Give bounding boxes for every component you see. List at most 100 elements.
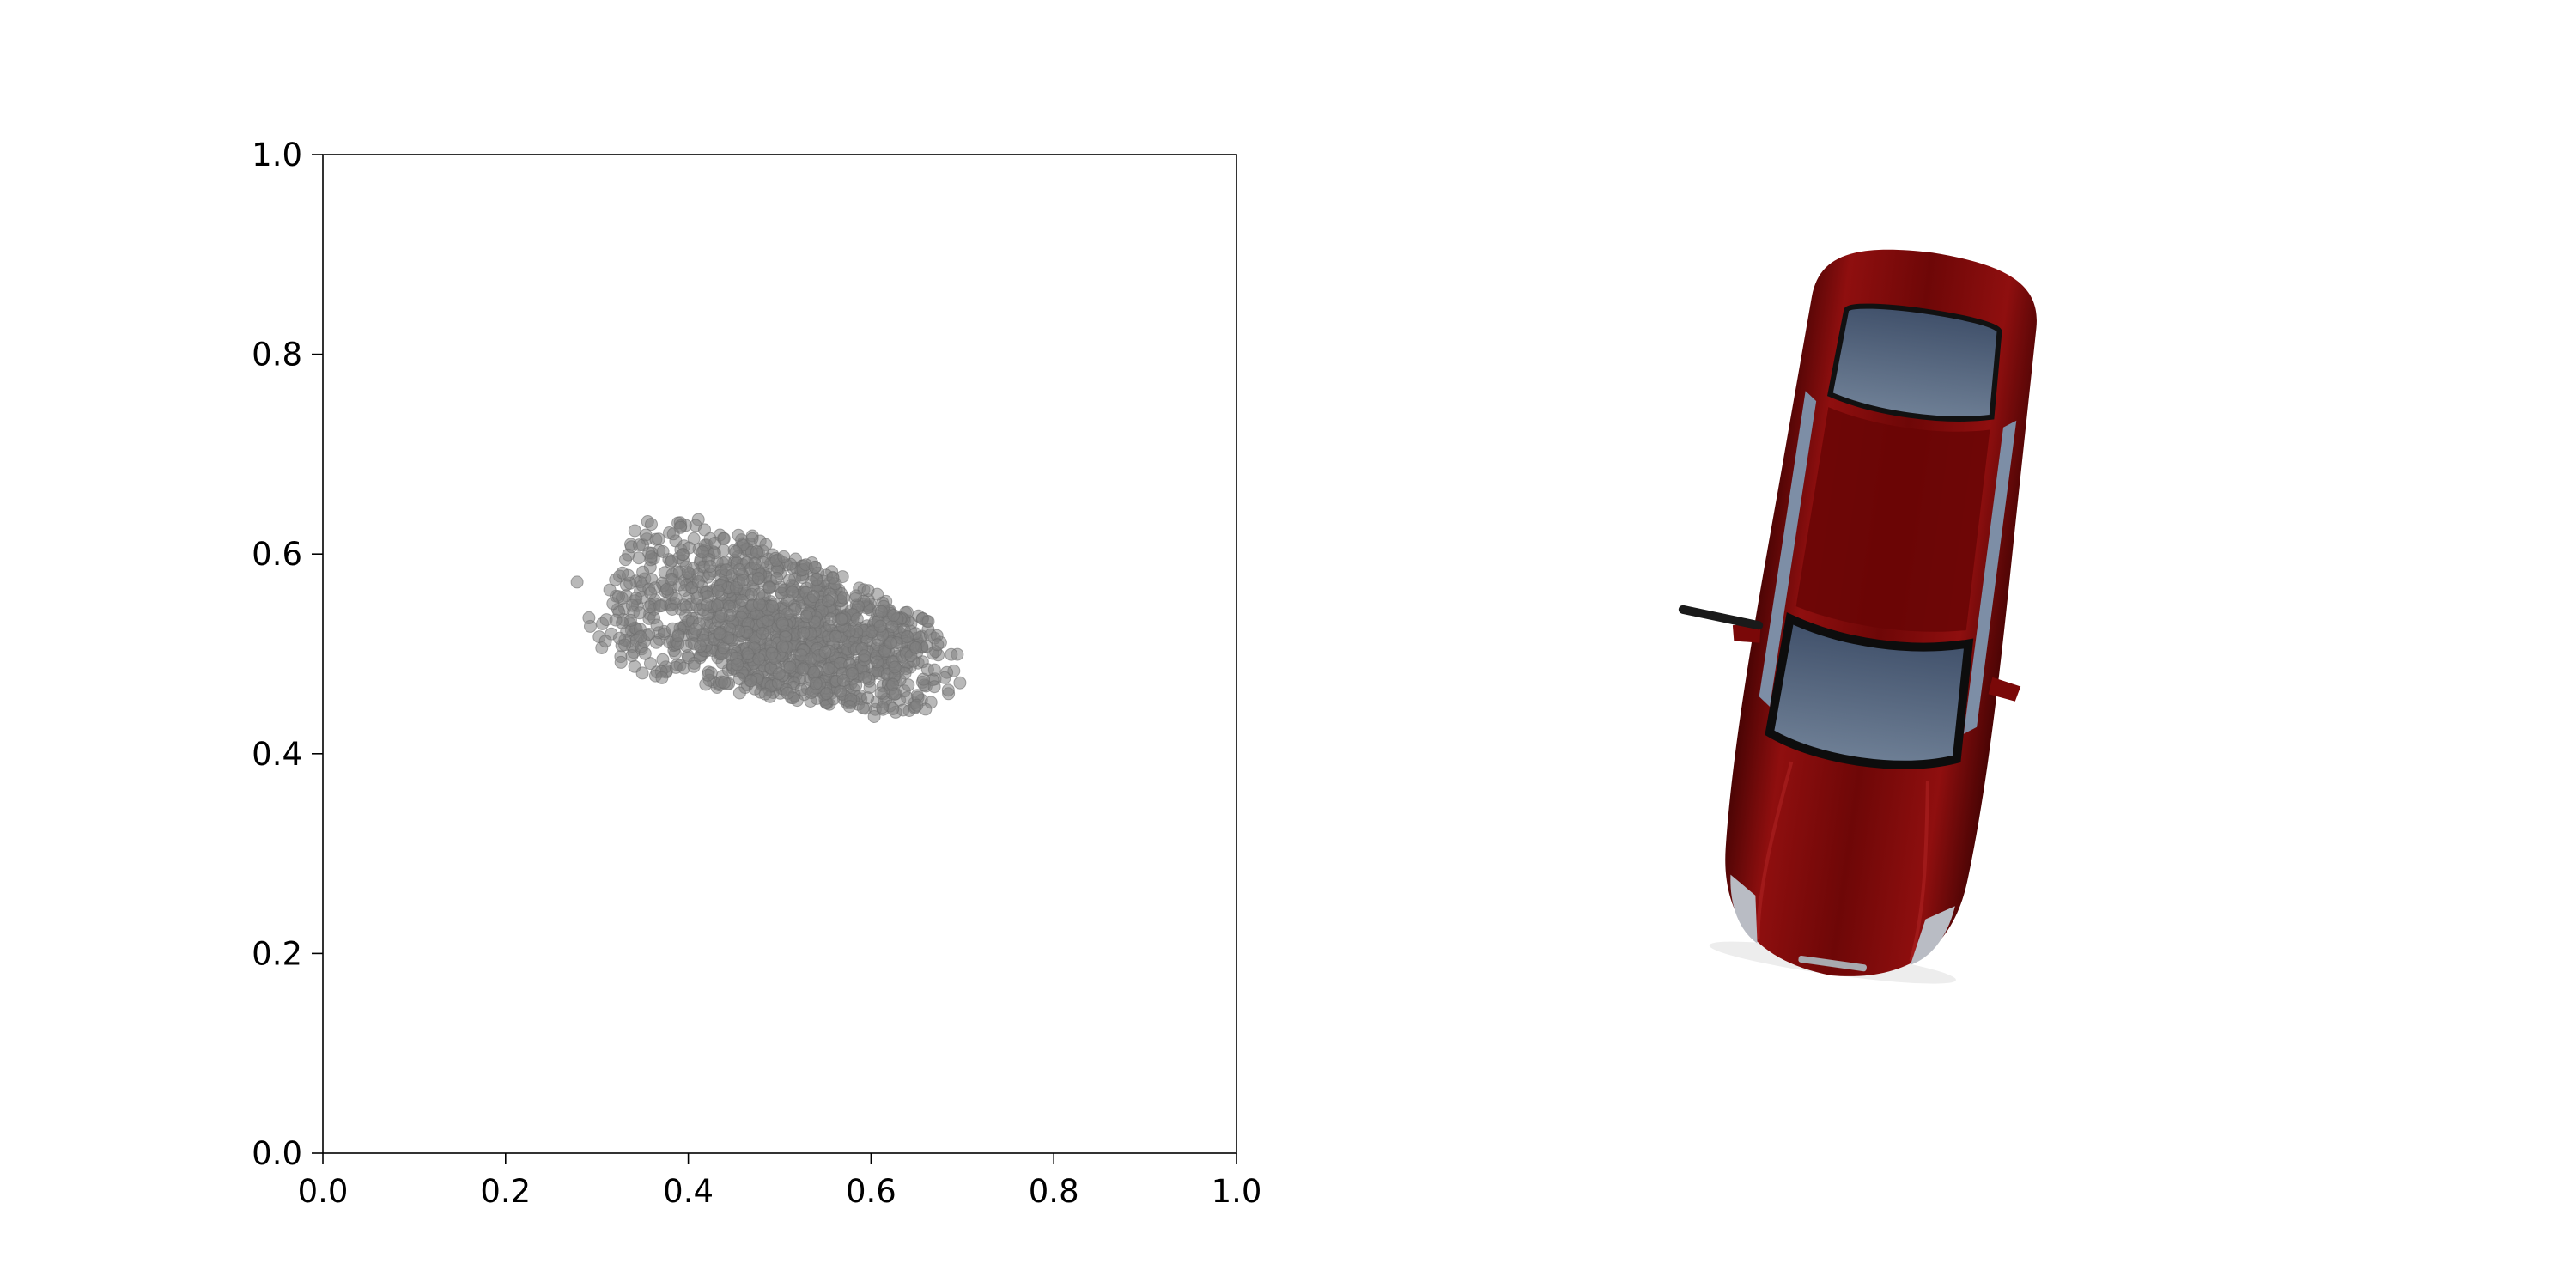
scatter-point	[674, 520, 687, 534]
scatter-point	[822, 662, 835, 676]
scatter-point	[804, 652, 817, 665]
scatter-point	[829, 629, 842, 643]
scatter-point	[748, 557, 762, 571]
x-axis: 0.0 0.2 0.4 0.6 0.8 1.0	[298, 1153, 1262, 1210]
scatter-point	[729, 545, 743, 558]
scatter-point	[606, 597, 620, 611]
scatter-point	[650, 618, 664, 632]
scatter-point	[842, 700, 856, 714]
scatter-point	[867, 710, 881, 723]
scatter-point	[876, 701, 890, 714]
scatter-point	[649, 635, 663, 649]
scatter-point	[796, 663, 810, 677]
hood-crease-left	[1756, 761, 1794, 939]
x-tick-label: 1.0	[1212, 1173, 1262, 1210]
scatter-point	[618, 638, 632, 652]
x-tick-label: 0.2	[480, 1173, 531, 1210]
scatter-point	[614, 655, 628, 669]
y-tick-label: 0.8	[252, 337, 302, 374]
scatter-point	[807, 665, 821, 679]
scatter-point	[846, 667, 860, 680]
scatter-point	[570, 575, 584, 589]
scatter-point	[861, 691, 875, 705]
scatter-point	[603, 583, 617, 597]
y-axis: 0.0 0.2 0.4 0.6 0.8 1.0	[252, 137, 323, 1172]
scatter-point	[644, 550, 658, 564]
scatter-point	[821, 594, 835, 608]
scatter-point	[850, 612, 864, 626]
scatter-point	[732, 686, 746, 700]
scatter-point	[710, 598, 724, 612]
scatter-point	[909, 641, 923, 654]
scatter-point	[735, 593, 749, 607]
scatter-point	[885, 620, 899, 634]
scatter-point	[616, 566, 629, 580]
scatter-point	[745, 532, 759, 545]
scatter-point	[717, 532, 731, 545]
y-tick-label: 0.0	[252, 1135, 302, 1172]
scatter-point	[809, 677, 823, 690]
scatter-point	[834, 684, 848, 698]
scatter-point	[751, 572, 765, 586]
scatter-point	[810, 573, 823, 586]
scatter-point	[639, 528, 653, 542]
scatter-point	[758, 687, 772, 701]
scatter-point	[826, 571, 840, 585]
right-mirror	[1988, 677, 2021, 702]
scatter-point	[665, 603, 679, 616]
scatter-point	[858, 649, 872, 663]
scatter-point	[689, 623, 702, 636]
scatter-point	[752, 597, 766, 611]
x-tick-label: 0.0	[298, 1173, 349, 1210]
scatter-point	[711, 585, 725, 598]
scatter-point	[938, 671, 951, 684]
scatter-point	[732, 528, 745, 542]
scatter-point	[765, 599, 779, 613]
scatter-point	[782, 574, 796, 587]
scatter-point	[744, 587, 758, 601]
scatter-point	[750, 544, 763, 558]
scatter-point	[696, 545, 709, 559]
scatter-point	[644, 657, 657, 671]
scatter-point	[732, 672, 746, 686]
scatter-point	[741, 647, 755, 661]
scatter-point	[765, 647, 779, 660]
y-tick-label: 0.4	[252, 736, 302, 773]
scatter-point	[783, 660, 797, 674]
scatter-point	[638, 647, 652, 660]
scatter-point	[921, 615, 935, 629]
scatter-point	[920, 640, 933, 653]
scatter-point	[656, 653, 670, 666]
point-cloud	[570, 513, 967, 723]
scatter-point	[836, 591, 850, 605]
car-image	[1678, 249, 2037, 984]
y-tick-label: 0.6	[252, 536, 302, 573]
scatter-point	[808, 560, 822, 574]
scatter-point	[625, 649, 639, 663]
scatter-point	[664, 573, 677, 586]
left-side-window	[1759, 391, 1817, 708]
scatter-point	[770, 571, 784, 585]
scatter-point	[873, 619, 887, 633]
scatter-point	[713, 627, 726, 641]
scatter-point	[609, 613, 623, 627]
scatter-point	[874, 686, 888, 700]
scatter-plot: 0.0 0.2 0.4 0.6 0.8 1.0 0.0 0.2 0.4 0.6 0.8 1.0	[252, 137, 1261, 1210]
scatter-point	[731, 658, 744, 671]
scatter-point	[874, 605, 888, 618]
scatter-point	[665, 554, 678, 568]
scatter-point	[762, 614, 775, 627]
right-side-window	[1963, 420, 2017, 734]
scatter-point	[953, 676, 967, 690]
scatter-point	[818, 646, 832, 659]
scatter-point	[690, 592, 704, 605]
scatter-point	[703, 560, 717, 574]
scatter-point	[759, 538, 773, 551]
scatter-point	[849, 589, 863, 603]
scatter-point	[836, 673, 850, 687]
rear-window	[1827, 303, 2002, 422]
windshield	[1765, 612, 1974, 769]
y-tick-label: 1.0	[252, 137, 302, 173]
x-tick-label: 0.8	[1029, 1173, 1079, 1210]
scatter-point	[687, 659, 701, 673]
